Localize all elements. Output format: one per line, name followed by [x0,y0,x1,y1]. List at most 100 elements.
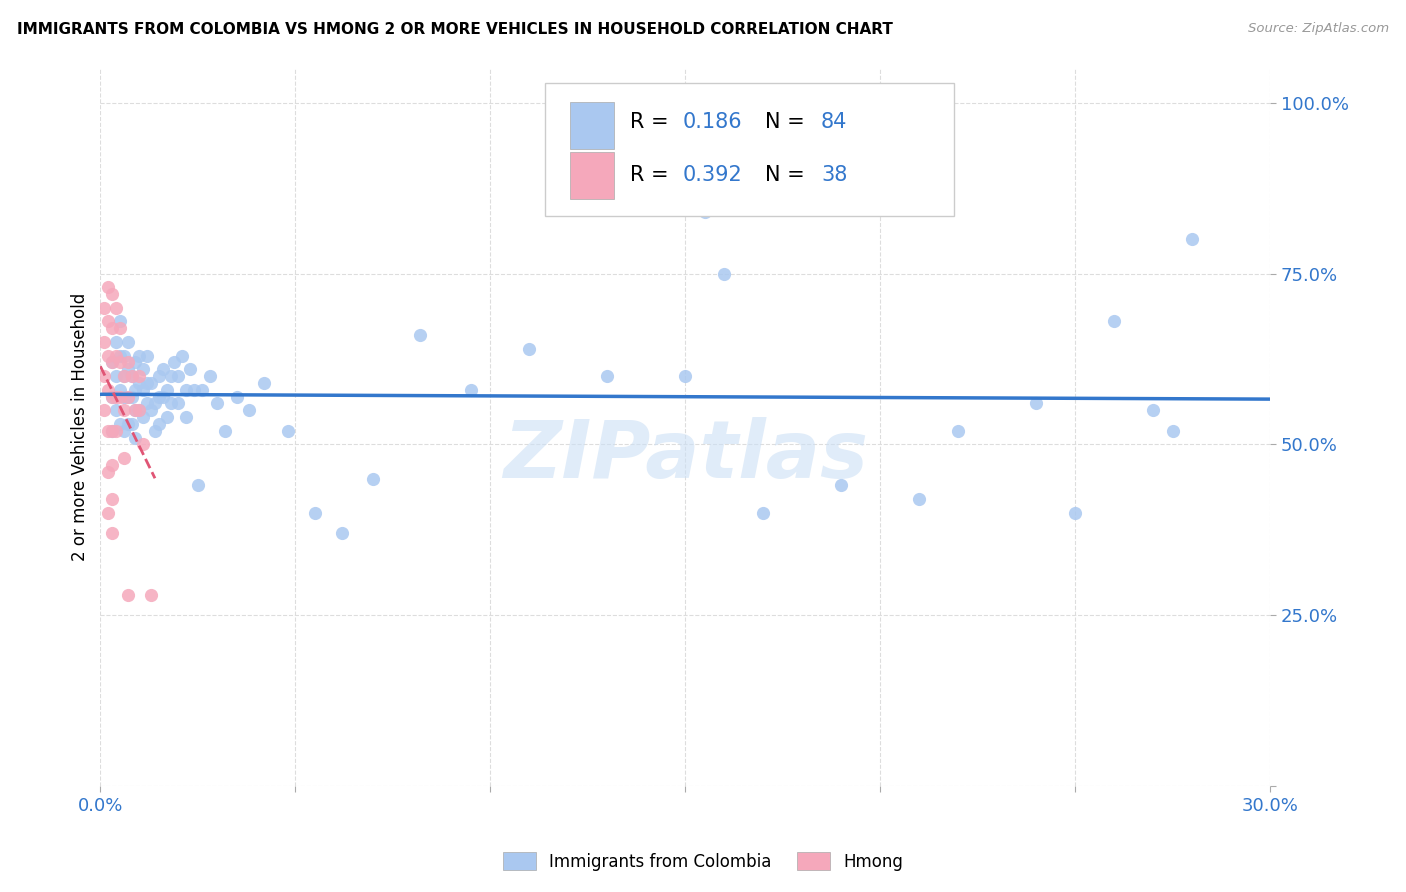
Point [121,369,143,384]
Point [108,383,131,397]
Point [101,458,124,472]
Point [108,314,131,328]
Point [136,349,159,363]
Point [225,390,247,404]
Bar [569,153,614,199]
Text: R =: R = [630,112,676,132]
Point [117,362,139,376]
Point [128,403,150,417]
Point [172,349,194,363]
Point [198,369,221,384]
Point [101,492,124,507]
Point [104,403,127,417]
Point [163,355,186,369]
Point [108,390,131,404]
Point [174,383,197,397]
Point [101,424,124,438]
Point [104,301,127,315]
Point [159,369,181,384]
FancyBboxPatch shape [546,83,955,216]
Point [1025,396,1047,410]
Y-axis label: 2 or more Vehicles in Household: 2 or more Vehicles in Household [72,293,89,561]
Point [673,369,696,384]
Point [330,526,353,541]
Point [117,417,139,431]
Point [693,205,716,219]
Point [93,334,115,349]
Point [124,403,146,417]
Point [128,403,150,417]
Point [152,390,174,404]
Point [1064,506,1087,520]
Point [139,588,162,602]
Point [139,403,162,417]
Point [136,376,159,390]
Point [108,417,131,431]
Text: 84: 84 [821,112,848,132]
Point [167,369,190,384]
Point [190,383,212,397]
Point [152,362,174,376]
Point [830,478,852,492]
Point [101,390,124,404]
Point [104,369,127,384]
Bar [569,103,614,149]
Point [253,376,276,390]
Point [97,506,120,520]
Point [97,349,120,363]
Point [101,287,124,301]
Point [363,472,385,486]
Point [519,342,541,356]
Text: ZIPatlas: ZIPatlas [503,417,868,495]
Point [117,588,139,602]
Point [124,403,146,417]
Point [159,396,181,410]
Point [104,390,127,404]
Point [104,424,127,438]
Point [108,349,131,363]
Point [752,506,775,520]
Point [128,369,150,384]
Point [101,390,124,404]
Point [713,267,735,281]
Point [148,390,170,404]
Point [124,431,146,445]
Point [101,355,124,369]
Point [139,376,162,390]
Point [117,334,139,349]
Text: 0.186: 0.186 [683,112,742,132]
Point [156,383,179,397]
Point [174,410,197,425]
Point [187,478,209,492]
Point [128,349,150,363]
Point [207,396,229,410]
Point [121,417,143,431]
Point [948,424,970,438]
Point [238,403,260,417]
Point [148,369,170,384]
Legend: Immigrants from Colombia, Hmong: Immigrants from Colombia, Hmong [495,844,911,880]
Text: IMMIGRANTS FROM COLOMBIA VS HMONG 2 OR MORE VEHICLES IN HOUSEHOLD CORRELATION CH: IMMIGRANTS FROM COLOMBIA VS HMONG 2 OR M… [17,22,893,37]
Point [132,410,155,425]
Text: N =: N = [765,165,811,185]
Point [132,437,155,451]
Point [128,376,150,390]
Point [143,424,166,438]
Text: 0.392: 0.392 [683,165,742,185]
Point [104,334,127,349]
Point [101,424,124,438]
Point [108,355,131,369]
Point [156,410,179,425]
Point [97,424,120,438]
Point [101,321,124,335]
Point [1161,424,1184,438]
Point [93,403,115,417]
Point [112,403,135,417]
Point [112,424,135,438]
Point [97,465,120,479]
Point [1181,232,1204,246]
Point [143,396,166,410]
Point [112,369,135,384]
Text: Source: ZipAtlas.com: Source: ZipAtlas.com [1249,22,1389,36]
Text: 38: 38 [821,165,848,185]
